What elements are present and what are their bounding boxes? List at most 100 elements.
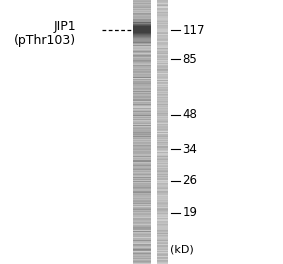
- Bar: [157, 87, 168, 88]
- Bar: [157, 42, 168, 43]
- Bar: [133, 104, 151, 105]
- Bar: [133, 16, 151, 17]
- Bar: [157, 109, 168, 110]
- Bar: [157, 137, 168, 138]
- Bar: [157, 132, 168, 133]
- Bar: [157, 249, 168, 250]
- Bar: [157, 227, 168, 228]
- Bar: [157, 127, 168, 128]
- Bar: [133, 224, 151, 225]
- Bar: [133, 5, 151, 6]
- Bar: [133, 225, 151, 226]
- Bar: [133, 199, 151, 200]
- Bar: [133, 70, 151, 71]
- Bar: [133, 102, 151, 103]
- Bar: [133, 119, 151, 120]
- Bar: [133, 32, 151, 33]
- Bar: [133, 215, 151, 216]
- Bar: [157, 131, 168, 132]
- Bar: [133, 147, 151, 148]
- Bar: [133, 209, 151, 210]
- Bar: [157, 213, 168, 214]
- Bar: [133, 81, 151, 82]
- Bar: [133, 38, 151, 39]
- Bar: [133, 24, 151, 25]
- Bar: [133, 131, 151, 132]
- Bar: [157, 44, 168, 45]
- Bar: [133, 46, 151, 47]
- Bar: [133, 160, 151, 161]
- Bar: [157, 60, 168, 61]
- Bar: [157, 191, 168, 192]
- Bar: [157, 174, 168, 175]
- Bar: [133, 14, 151, 15]
- Bar: [157, 140, 168, 141]
- Bar: [133, 101, 151, 102]
- Bar: [133, 33, 151, 34]
- Bar: [133, 183, 151, 184]
- Bar: [157, 70, 168, 71]
- Bar: [133, 151, 151, 152]
- Bar: [133, 170, 151, 171]
- Text: 117: 117: [183, 24, 205, 37]
- Bar: [157, 224, 168, 225]
- Bar: [133, 51, 151, 52]
- Bar: [157, 187, 168, 188]
- Bar: [133, 181, 151, 182]
- Bar: [157, 20, 168, 21]
- Bar: [133, 52, 151, 53]
- Text: (kD): (kD): [170, 244, 194, 254]
- Bar: [133, 245, 151, 246]
- Bar: [133, 54, 151, 55]
- Bar: [133, 163, 151, 164]
- Bar: [133, 228, 151, 229]
- Bar: [157, 88, 168, 89]
- Bar: [133, 146, 151, 147]
- Bar: [157, 118, 168, 119]
- Bar: [157, 81, 168, 82]
- Bar: [133, 12, 151, 13]
- Bar: [133, 213, 151, 214]
- Bar: [133, 182, 151, 183]
- Bar: [157, 90, 168, 91]
- Bar: [133, 132, 151, 133]
- Bar: [157, 114, 168, 115]
- Bar: [157, 184, 168, 185]
- Bar: [157, 107, 168, 108]
- Bar: [157, 91, 168, 92]
- Bar: [133, 95, 151, 96]
- Bar: [157, 146, 168, 147]
- Bar: [157, 152, 168, 153]
- Bar: [157, 177, 168, 178]
- Bar: [133, 85, 151, 86]
- Bar: [133, 142, 151, 143]
- Bar: [133, 92, 151, 93]
- Bar: [157, 76, 168, 77]
- Bar: [133, 31, 151, 32]
- Bar: [157, 57, 168, 58]
- Bar: [133, 88, 151, 89]
- Bar: [133, 231, 151, 232]
- Bar: [133, 122, 151, 123]
- Bar: [157, 209, 168, 210]
- Bar: [157, 56, 168, 57]
- Bar: [157, 211, 168, 212]
- Bar: [133, 10, 151, 11]
- Bar: [133, 166, 151, 167]
- Bar: [157, 52, 168, 53]
- Bar: [157, 143, 168, 144]
- Bar: [133, 109, 151, 110]
- Bar: [157, 73, 168, 74]
- Bar: [133, 195, 151, 196]
- Bar: [133, 162, 151, 163]
- Bar: [157, 242, 168, 243]
- Bar: [157, 6, 168, 7]
- Bar: [133, 138, 151, 139]
- Bar: [133, 153, 151, 154]
- Bar: [133, 63, 151, 64]
- Bar: [133, 56, 151, 57]
- Bar: [157, 157, 168, 158]
- Bar: [157, 1, 168, 2]
- Bar: [133, 255, 151, 256]
- Bar: [133, 110, 151, 111]
